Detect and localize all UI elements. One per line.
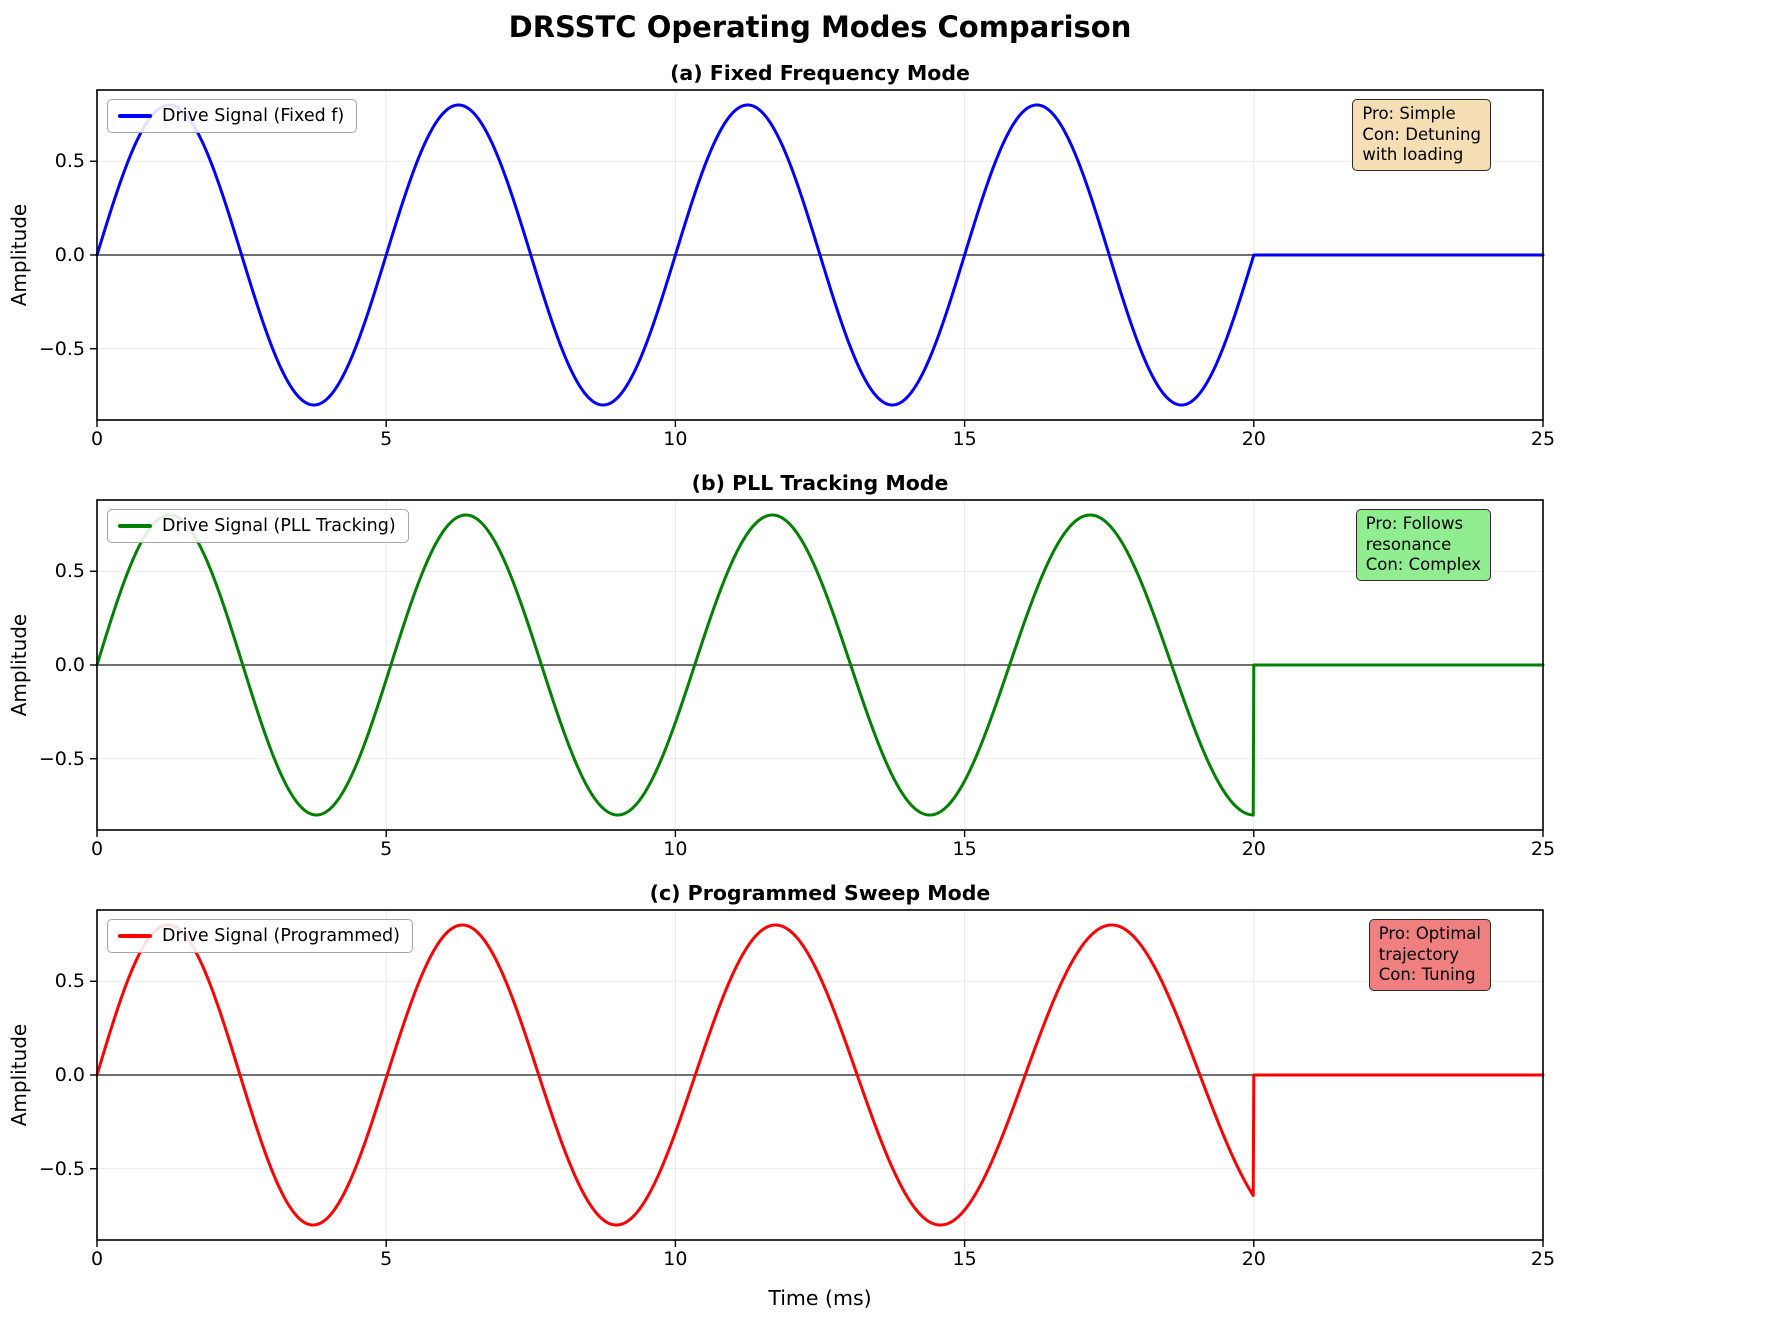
x-tick-row-b: 0 5 10 15 20 25: [91, 830, 1555, 862]
legend-line-sample: [118, 524, 152, 528]
legend-label: Drive Signal (PLL Tracking): [162, 516, 396, 536]
x-tick-label: 5: [380, 838, 393, 860]
y-tick-label: 0.5: [54, 560, 85, 583]
annotation-box-b: Pro: Follows resonance Con: Complex: [1355, 509, 1491, 581]
x-tick-label: 20: [1241, 1248, 1266, 1270]
y-tick-label: 0.5: [54, 970, 85, 993]
legend-label: Drive Signal (Fixed f): [162, 106, 345, 126]
y-axis-label: Amplitude: [7, 203, 31, 307]
x-tick-label: 15: [952, 1248, 977, 1270]
subplot-programmed-sweep: (c) Programmed Sweep Mode Amplitude Driv…: [7, 876, 1555, 1272]
legend-line-sample: [118, 934, 152, 938]
y-axis-label: Amplitude: [7, 613, 31, 717]
x-tick-label: 10: [663, 428, 688, 450]
x-tick-label: 0: [90, 838, 104, 860]
x-tick-label: 15: [952, 838, 977, 860]
plot-canvas-c: [90, 909, 1545, 1247]
x-tick-label: 25: [1530, 1248, 1556, 1270]
plot-area-a: Amplitude Drive Signal (Fixed f) Pro: Si…: [7, 89, 1545, 427]
x-tick-label: 5: [380, 428, 393, 450]
plot-canvas-b: [90, 499, 1545, 837]
legend-line-sample: [118, 114, 152, 118]
y-tick-label: 0.0: [54, 654, 85, 676]
y-tick-label: 0.0: [54, 244, 85, 266]
subplot-a-title: (a) Fixed Frequency Mode: [670, 61, 970, 85]
y-axis-label: Amplitude: [7, 1023, 31, 1127]
subplot-c-title: (c) Programmed Sweep Mode: [649, 881, 991, 905]
annotation-box-a: Pro: Simple Con: Detuning with loading: [1352, 99, 1491, 171]
x-tick-label: 25: [1530, 838, 1556, 860]
x-tick-label: 0: [90, 1248, 104, 1270]
plot-canvas-a: [90, 89, 1545, 427]
plot-area-c: Amplitude Drive Signal (Programmed) Pro:…: [7, 909, 1545, 1247]
y-tick-label: −0.5: [38, 337, 85, 360]
x-tick-label: 10: [663, 1248, 688, 1270]
x-tick-label: 5: [380, 1248, 393, 1270]
legend-b: Drive Signal (PLL Tracking): [107, 509, 409, 543]
legend-c: Drive Signal (Programmed): [107, 919, 413, 953]
annotation-box-c: Pro: Optimal trajectory Con: Tuning: [1368, 919, 1491, 991]
plot-area-b: Amplitude Drive Signal (PLL Tracking) Pr…: [7, 499, 1545, 837]
figure-title: DRSSTC Operating Modes Comparison: [508, 10, 1132, 44]
x-tick-label: 0: [90, 428, 104, 450]
x-tick-label: 10: [663, 838, 688, 860]
legend-a: Drive Signal (Fixed f): [107, 99, 358, 133]
x-tick-label: 15: [952, 428, 977, 450]
y-tick-label: −0.5: [38, 747, 85, 770]
y-tick-label: 0.0: [54, 1064, 85, 1086]
x-tick-row-a: 0 5 10 15 20 25: [91, 420, 1555, 452]
legend-label: Drive Signal (Programmed): [162, 926, 400, 946]
subplot-fixed-frequency: (a) Fixed Frequency Mode Amplitude Drive…: [7, 56, 1555, 452]
x-tick-row-c: 0 5 10 15 20 25: [91, 1240, 1555, 1272]
x-tick-label: 20: [1241, 428, 1266, 450]
x-tick-label: 25: [1530, 428, 1556, 450]
subplot-b-title: (b) PLL Tracking Mode: [691, 471, 949, 495]
y-tick-label: −0.5: [38, 1157, 85, 1180]
subplot-pll-tracking: (b) PLL Tracking Mode Amplitude Drive Si…: [7, 466, 1555, 862]
x-tick-label: 20: [1241, 838, 1266, 860]
x-axis-label: Time (ms): [768, 1286, 872, 1310]
y-tick-label: 0.5: [54, 150, 85, 173]
